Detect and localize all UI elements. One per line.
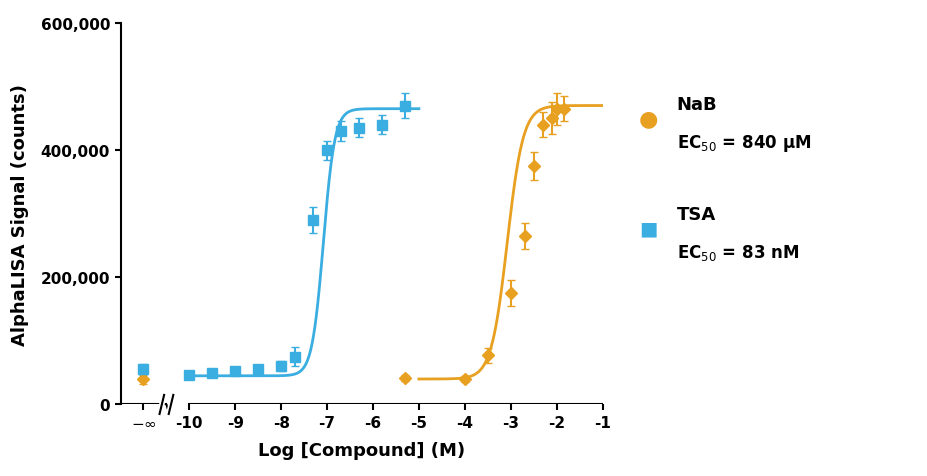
Text: ■: ■ [640, 219, 658, 238]
Y-axis label: AlphaLISA Signal (counts): AlphaLISA Signal (counts) [11, 83, 30, 345]
Text: EC$_{50}$ = 83 nM: EC$_{50}$ = 83 nM [677, 242, 799, 262]
Text: TSA: TSA [677, 205, 716, 223]
Text: EC$_{50}$ = 840 μM: EC$_{50}$ = 840 μM [677, 132, 811, 153]
Text: ●: ● [640, 109, 658, 129]
X-axis label: Log [Compound] (M): Log [Compound] (M) [258, 441, 465, 459]
Text: NaB: NaB [677, 96, 717, 114]
